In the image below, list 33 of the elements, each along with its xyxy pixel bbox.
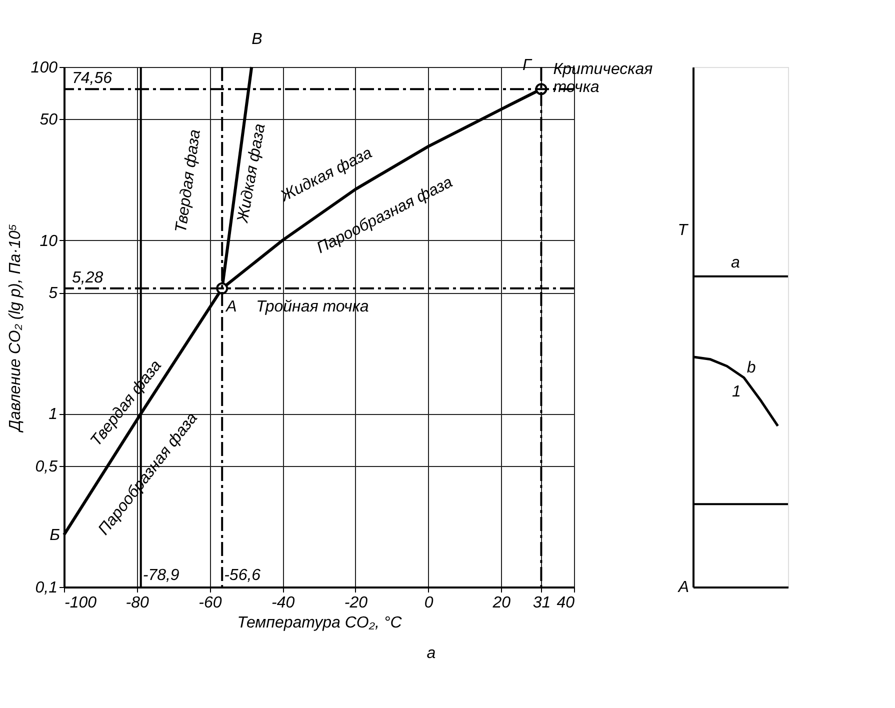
ref-line-label: -56,6 (224, 567, 261, 584)
x-tick-label: -80 (126, 594, 150, 612)
x-tick-label: -20 (344, 594, 368, 612)
annotation: Твердая фаза (172, 128, 204, 234)
ref-line-label: 5,28 (72, 269, 104, 286)
x-tick-label: 31 (532, 594, 551, 612)
x-tick-label: 0 (424, 594, 434, 612)
ref-line-label: -78,9 (142, 567, 180, 584)
y-tick-label: 10 (40, 232, 58, 250)
ref-line-label: 74,56 (72, 70, 112, 88)
y-axis-title: Давление CO₂ (lg p), Па·10⁵ (6, 224, 24, 434)
y-tick-label: 0,1 (35, 580, 58, 596)
annotation: Жидкая фаза (234, 122, 269, 225)
x-tick-label: 40 (556, 594, 575, 612)
y-tick-label: 0,5 (35, 458, 58, 476)
x-tick-label: -100 (64, 594, 97, 612)
y-tick-label: 100 (30, 60, 58, 76)
y-tick-label: 50 (40, 112, 58, 129)
annotation: В (252, 31, 263, 48)
annotation: Б (50, 526, 60, 544)
x-tick-label: 20 (492, 594, 511, 612)
text: a (730, 254, 740, 272)
y-tick-label: 1 (48, 406, 58, 424)
text: A (677, 579, 689, 596)
x-tick-label: -40 (272, 594, 295, 612)
x-axis-title: Температура CO₂, °C (237, 614, 402, 632)
y-tick-label: 5 (48, 285, 58, 302)
annotation: А (225, 298, 237, 316)
annotation: b (746, 360, 756, 377)
x-tick-label: -60 (198, 594, 222, 612)
y-axis-title: T (678, 222, 689, 239)
annotation: 1 (732, 384, 741, 401)
text: а (426, 645, 436, 662)
